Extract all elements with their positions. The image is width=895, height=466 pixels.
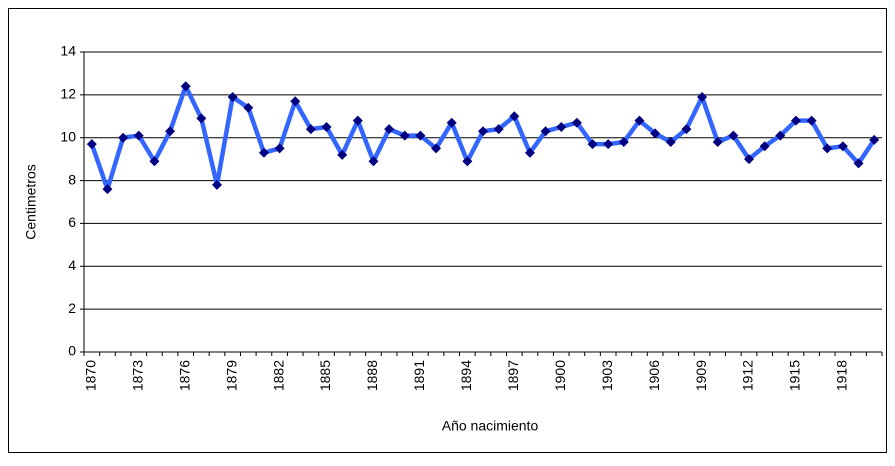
- data-point: [305, 124, 316, 135]
- data-point: [681, 124, 692, 135]
- data-point: [556, 122, 567, 132]
- y-tick-label: 12: [60, 86, 76, 102]
- y-axis-title: Centimetros: [23, 164, 39, 239]
- x-tick-label: 1912: [740, 360, 756, 391]
- data-point: [493, 124, 504, 135]
- data-point: [571, 117, 582, 128]
- data-point: [446, 117, 457, 128]
- data-point: [274, 143, 285, 154]
- x-tick-label: 1909: [693, 360, 709, 391]
- x-tick-label: 1918: [834, 360, 850, 391]
- data-point: [415, 130, 426, 141]
- data-point: [243, 102, 254, 113]
- data-point: [775, 130, 786, 141]
- data-point: [587, 139, 598, 150]
- data-point: [665, 137, 676, 147]
- data-point: [712, 137, 723, 147]
- x-tick-label: 1885: [317, 360, 333, 391]
- data-point: [321, 122, 332, 132]
- data-point: [118, 132, 129, 143]
- data-point: [853, 158, 864, 169]
- x-tick-label: 1906: [646, 360, 662, 391]
- x-tick-label: 1891: [411, 360, 427, 391]
- data-point: [603, 139, 614, 150]
- y-tick-label: 6: [68, 214, 76, 230]
- data-point: [149, 156, 160, 167]
- x-tick-label: 1876: [176, 360, 192, 391]
- data-point: [384, 124, 395, 135]
- data-point: [650, 128, 661, 139]
- data-point: [431, 143, 442, 154]
- data-point: [869, 134, 880, 145]
- y-tick-label: 14: [60, 43, 76, 59]
- x-tick-label: 1882: [270, 360, 286, 391]
- data-point: [618, 137, 629, 147]
- x-tick-label: 1879: [223, 360, 239, 391]
- data-point: [165, 126, 176, 137]
- data-point: [258, 147, 269, 158]
- data-point: [822, 143, 833, 154]
- x-tick-label: 1888: [364, 360, 380, 391]
- data-point: [837, 141, 848, 152]
- data-point: [806, 115, 817, 126]
- y-tick-label: 10: [60, 128, 76, 144]
- data-point: [462, 156, 473, 167]
- data-point: [399, 130, 410, 141]
- data-point: [697, 92, 708, 102]
- data-point: [790, 115, 801, 126]
- y-tick-label: 4: [68, 257, 76, 273]
- data-point: [540, 126, 551, 137]
- data-point: [86, 139, 97, 150]
- y-tick-label: 0: [68, 343, 76, 359]
- y-tick-label: 8: [68, 171, 76, 187]
- x-tick-label: 1873: [129, 360, 145, 391]
- data-point: [212, 179, 222, 190]
- y-tick-label: 2: [68, 300, 76, 316]
- x-tick-label: 1915: [787, 360, 803, 391]
- data-point: [133, 130, 144, 141]
- chart-border: [8, 8, 887, 453]
- data-point: [728, 130, 739, 141]
- data-point: [744, 154, 754, 165]
- data-point: [290, 96, 301, 107]
- data-point: [227, 92, 238, 102]
- data-point: [509, 111, 520, 122]
- x-axis-title: Año nacimiento: [442, 418, 539, 434]
- data-point: [634, 115, 645, 126]
- data-point: [196, 113, 207, 124]
- data-point: [759, 141, 770, 152]
- data-point: [478, 126, 488, 137]
- data-point: [180, 81, 191, 92]
- x-tick-label: 1870: [83, 360, 99, 391]
- data-point: [337, 149, 348, 160]
- x-tick-label: 1900: [552, 360, 568, 391]
- x-tick-label: 1897: [505, 360, 521, 391]
- data-point: [368, 156, 379, 167]
- data-point: [352, 115, 363, 126]
- data-point: [524, 147, 535, 158]
- data-point: [102, 184, 113, 195]
- x-tick-label: 1894: [458, 360, 474, 391]
- x-tick-label: 1903: [599, 360, 615, 391]
